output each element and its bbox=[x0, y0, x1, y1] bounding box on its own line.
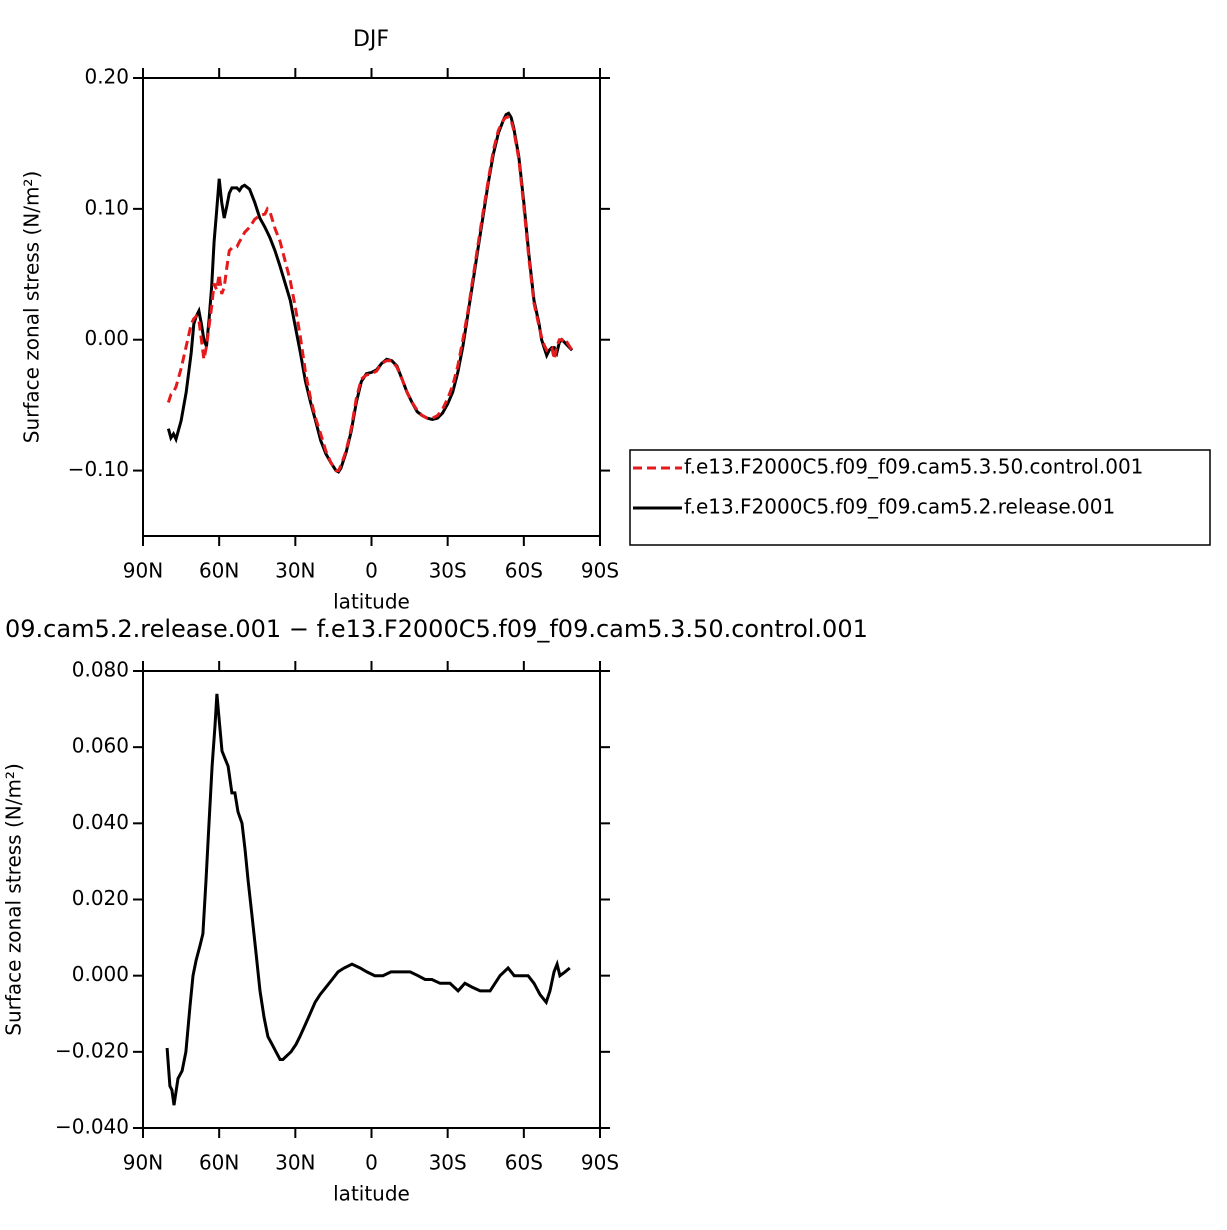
x-tick-label: 90S bbox=[581, 1151, 619, 1175]
y-tick-label: 0.080 bbox=[72, 658, 129, 682]
plot-frame bbox=[142, 77, 601, 537]
data-line bbox=[166, 115, 574, 473]
legend-label: f.e13.F2000C5.f09_f09.cam5.3.50.control.… bbox=[684, 455, 1143, 479]
data-line bbox=[165, 693, 571, 1106]
y-tick-label: 0.000 bbox=[72, 962, 129, 986]
x-tick-label: 90N bbox=[123, 559, 163, 583]
x-tick-label: 30S bbox=[429, 1151, 467, 1175]
y-tick-label: 0.10 bbox=[84, 195, 129, 219]
y-tick-label: −0.020 bbox=[55, 1038, 129, 1062]
y-tick-label: 0.040 bbox=[72, 810, 129, 834]
x-tick-label: 30S bbox=[429, 559, 467, 583]
x-tick-label: 30N bbox=[275, 559, 315, 583]
chart-title: 09.cam5.2.release.001 − f.e13.F2000C5.f0… bbox=[5, 615, 868, 643]
legend-label: f.e13.F2000C5.f09_f09.cam5.2.release.001 bbox=[684, 495, 1115, 519]
x-tick-label: 60N bbox=[199, 1151, 239, 1175]
x-tick-label: 60N bbox=[199, 559, 239, 583]
y-tick-label: 0.20 bbox=[84, 65, 129, 89]
x-tick-label: 30N bbox=[275, 1151, 315, 1175]
y-tick-label: 0.060 bbox=[72, 734, 129, 758]
x-axis-label: latitude bbox=[333, 1182, 410, 1206]
x-tick-label: 90S bbox=[581, 559, 619, 583]
y-tick-label: 0.00 bbox=[84, 326, 129, 350]
x-tick-label: 0 bbox=[365, 1151, 378, 1175]
legend-box bbox=[629, 449, 1211, 546]
y-tick-label: −0.10 bbox=[68, 457, 129, 481]
x-axis-label: latitude bbox=[333, 590, 410, 614]
x-tick-label: 90N bbox=[123, 1151, 163, 1175]
data-line bbox=[166, 111, 574, 474]
x-tick-label: 60S bbox=[505, 1151, 543, 1175]
y-axis-label: Surface zonal stress (N/m²) bbox=[2, 763, 26, 1035]
y-tick-label: 0.020 bbox=[72, 886, 129, 910]
x-tick-label: 0 bbox=[365, 559, 378, 583]
chart-title: DJF bbox=[353, 27, 389, 52]
y-tick-label: −0.040 bbox=[55, 1115, 129, 1139]
plot-frame bbox=[142, 670, 601, 1129]
x-tick-label: 60S bbox=[505, 559, 543, 583]
y-axis-label: Surface zonal stress (N/m²) bbox=[20, 171, 44, 443]
